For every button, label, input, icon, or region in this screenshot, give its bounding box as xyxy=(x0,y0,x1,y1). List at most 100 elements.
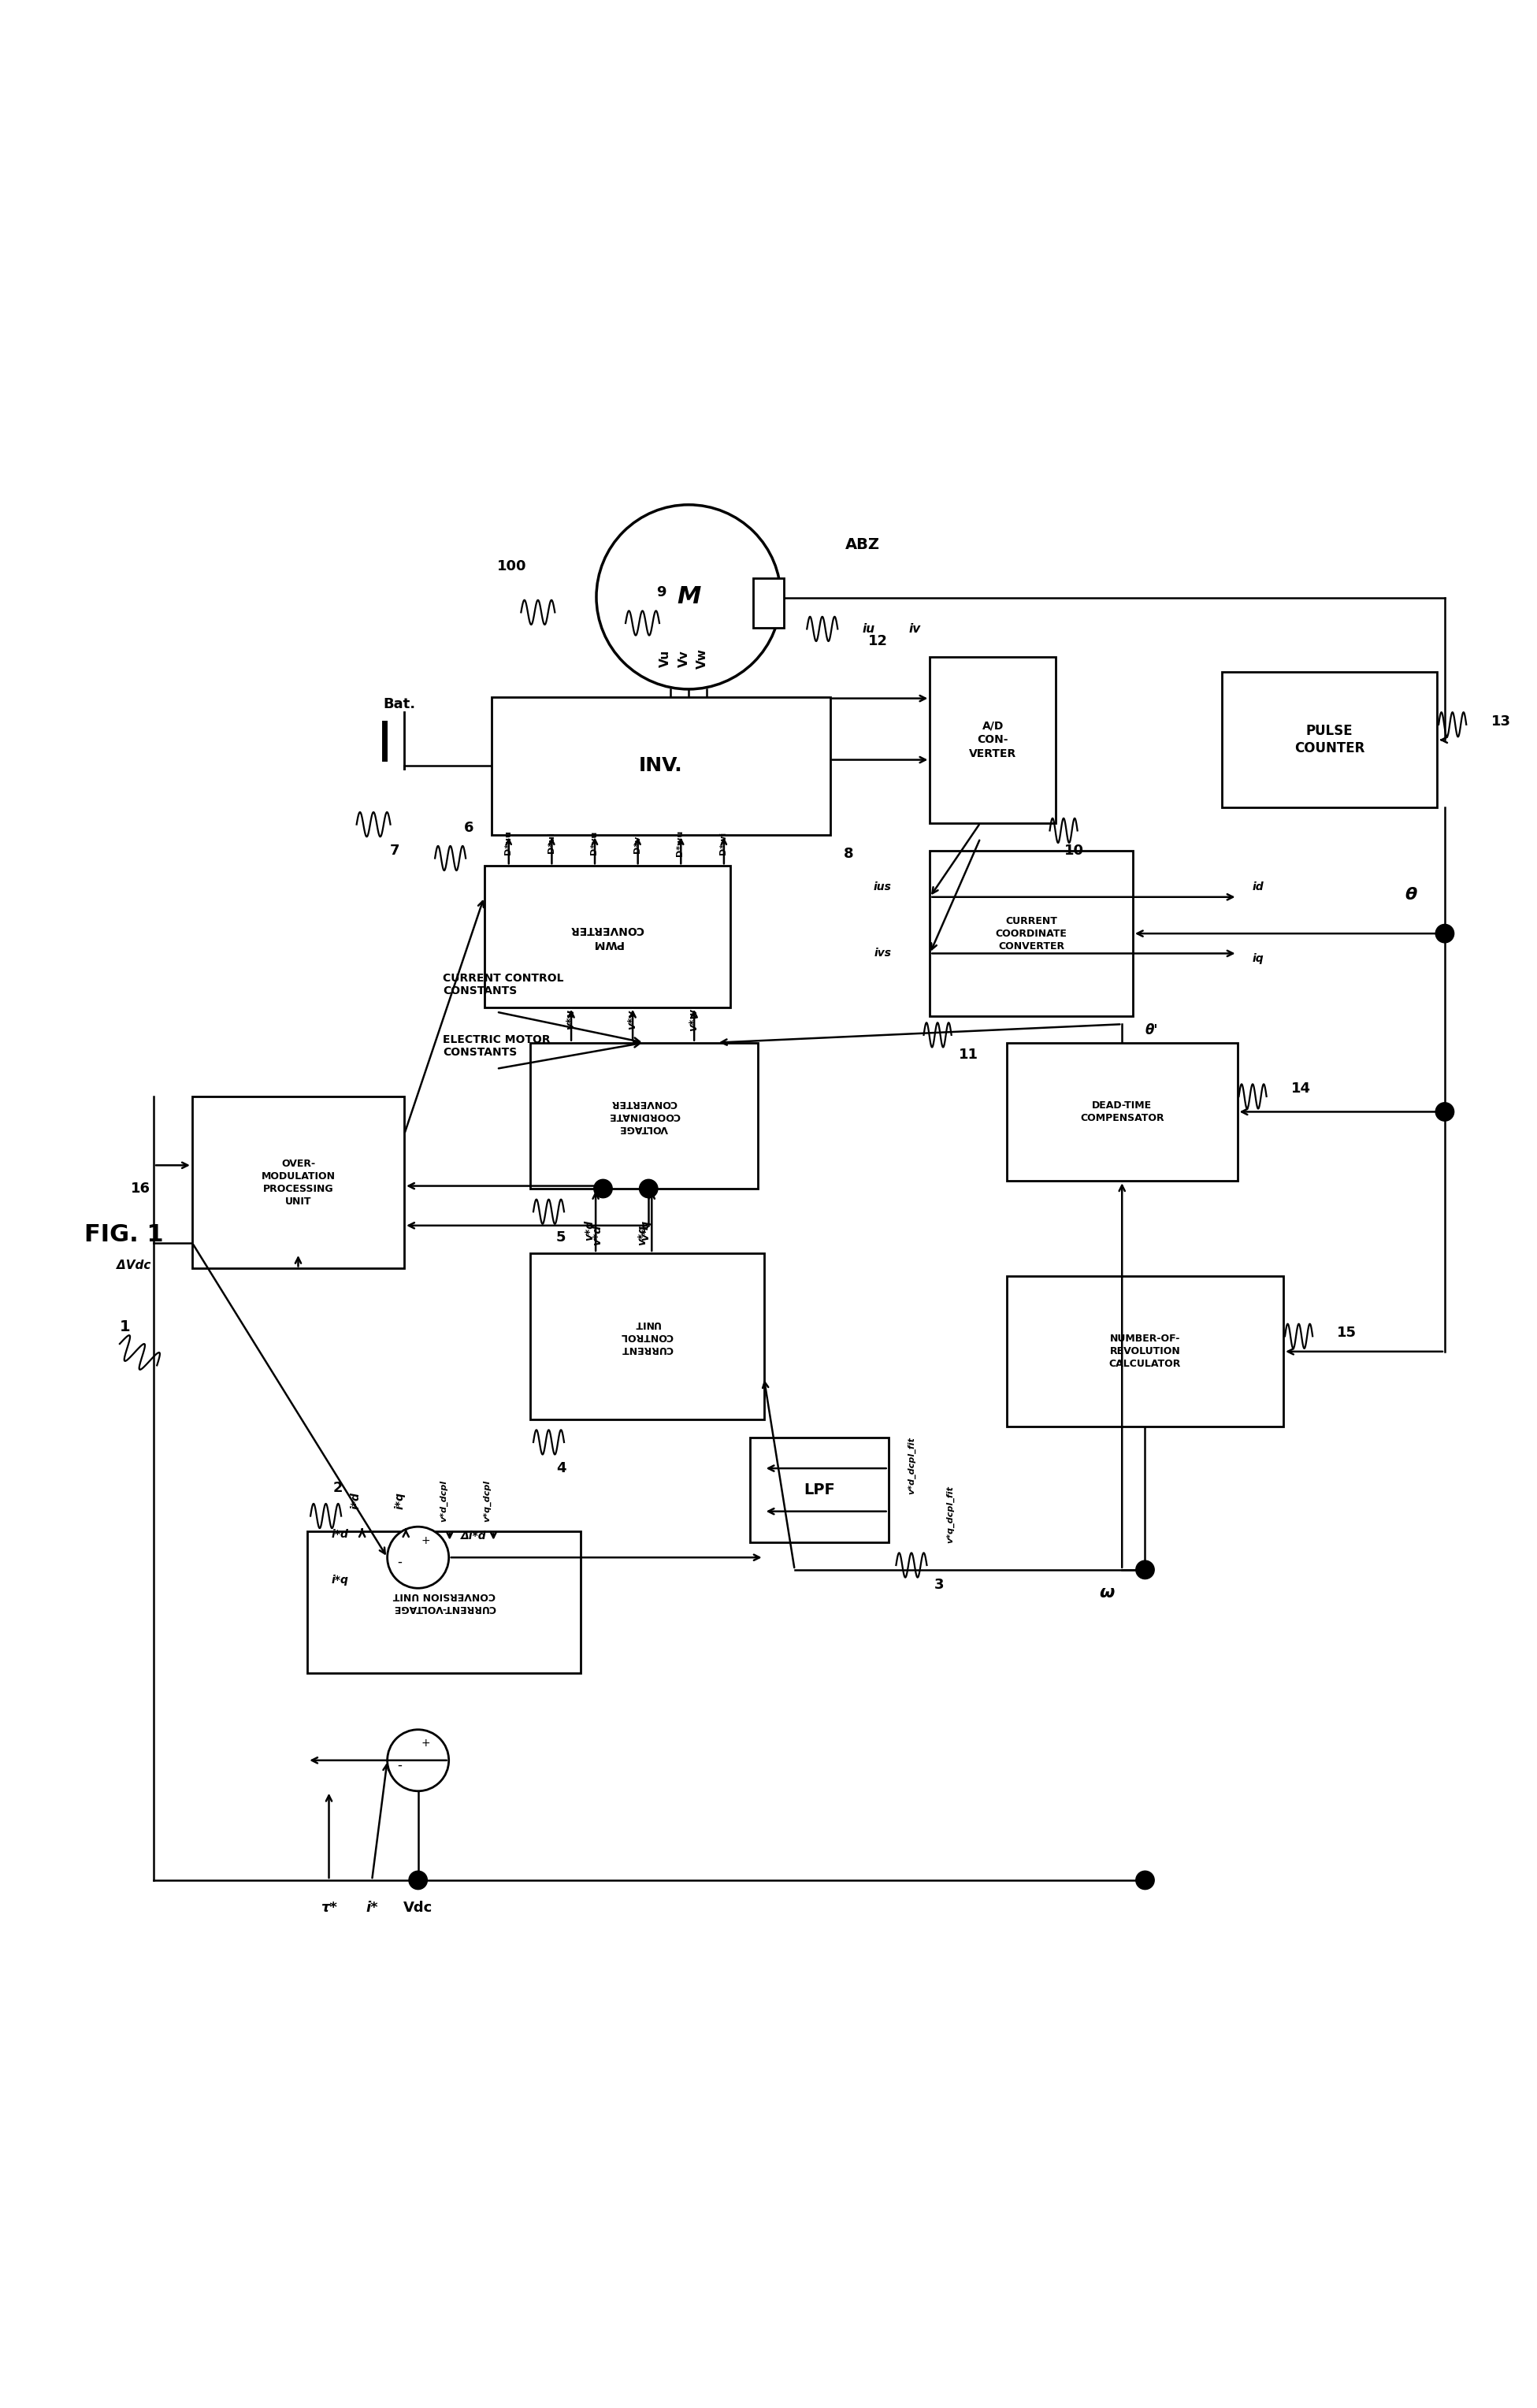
Text: FIG. 1: FIG. 1 xyxy=(85,1223,164,1247)
Text: LPF: LPF xyxy=(804,1483,835,1498)
Bar xyxy=(307,1531,581,1674)
Text: id: id xyxy=(1253,881,1263,893)
Text: 6: 6 xyxy=(464,821,473,836)
Text: i*d: i*d xyxy=(332,1529,349,1541)
Text: 4: 4 xyxy=(556,1462,566,1476)
Text: NUMBER-OF-
REVOLUTION
CALCULATOR: NUMBER-OF- REVOLUTION CALCULATOR xyxy=(1110,1334,1180,1370)
Text: -: - xyxy=(397,1556,403,1570)
Text: Vv: Vv xyxy=(678,650,690,667)
Circle shape xyxy=(1136,1871,1154,1890)
Text: +: + xyxy=(421,1739,430,1748)
Text: v*d: v*d xyxy=(584,1221,595,1240)
Text: D*uu: D*uu xyxy=(504,831,512,855)
Text: i*q: i*q xyxy=(393,1493,406,1510)
Text: 9: 9 xyxy=(656,585,666,600)
Text: τ*: τ* xyxy=(321,1900,337,1914)
Circle shape xyxy=(639,1180,658,1197)
Text: D*wu: D*wu xyxy=(676,831,684,855)
Text: 10: 10 xyxy=(1065,843,1084,857)
Text: v*u: v*u xyxy=(566,1009,576,1031)
Text: i*: i* xyxy=(366,1900,378,1914)
Text: OVER-
MODULATION
PROCESSING
UNIT: OVER- MODULATION PROCESSING UNIT xyxy=(261,1158,335,1206)
Text: v*v: v*v xyxy=(627,1009,638,1031)
Bar xyxy=(484,867,730,1007)
Bar xyxy=(530,1252,764,1418)
Text: 14: 14 xyxy=(1291,1081,1311,1096)
Text: ius: ius xyxy=(873,881,891,893)
Text: D*vi: D*vi xyxy=(633,833,641,852)
Text: 7: 7 xyxy=(390,843,400,857)
Text: 2: 2 xyxy=(334,1481,343,1495)
Text: 8: 8 xyxy=(844,848,853,860)
Text: ΔVdc: ΔVdc xyxy=(117,1259,151,1271)
Text: v*d: v*d xyxy=(592,1223,603,1245)
Circle shape xyxy=(596,506,781,689)
Text: 11: 11 xyxy=(959,1047,978,1062)
Text: CURRENT CONTROL
CONSTANTS: CURRENT CONTROL CONSTANTS xyxy=(443,973,564,997)
Text: 3: 3 xyxy=(934,1577,944,1592)
Text: i*q: i*q xyxy=(332,1575,349,1587)
Text: 12: 12 xyxy=(868,633,888,648)
Text: D*wi: D*wi xyxy=(719,831,727,855)
Circle shape xyxy=(1436,1103,1454,1122)
Text: ABZ: ABZ xyxy=(845,537,881,551)
Text: CURRENT
COORDINATE
CONVERTER: CURRENT COORDINATE CONVERTER xyxy=(996,915,1067,951)
Circle shape xyxy=(387,1527,449,1589)
Text: i*d: i*d xyxy=(350,1493,361,1510)
Bar xyxy=(530,1043,758,1190)
Text: 15: 15 xyxy=(1337,1327,1357,1341)
Bar xyxy=(1007,1043,1237,1180)
Text: 13: 13 xyxy=(1491,715,1511,730)
Text: v*d_dcpl: v*d_dcpl xyxy=(440,1479,447,1522)
Text: PULSE
COUNTER: PULSE COUNTER xyxy=(1294,725,1365,756)
Text: -: - xyxy=(397,1758,403,1772)
Bar xyxy=(492,696,830,836)
Bar xyxy=(1007,1276,1283,1428)
Bar xyxy=(930,850,1133,1016)
Text: v*q: v*q xyxy=(636,1223,649,1245)
Text: θ': θ' xyxy=(1145,1023,1157,1038)
Text: iu: iu xyxy=(862,624,875,636)
Text: 1: 1 xyxy=(120,1320,131,1334)
Text: Vdc: Vdc xyxy=(403,1900,433,1914)
Text: 5: 5 xyxy=(556,1230,566,1245)
Text: INV.: INV. xyxy=(639,756,682,775)
Bar xyxy=(1222,672,1437,807)
Text: CURRENT
CONTROL
UNIT: CURRENT CONTROL UNIT xyxy=(621,1320,673,1353)
Text: +: + xyxy=(421,1534,430,1546)
Text: iv: iv xyxy=(908,624,921,636)
Text: 100: 100 xyxy=(496,559,527,573)
Text: ivs: ivs xyxy=(875,949,891,958)
Text: iq: iq xyxy=(1253,954,1263,963)
Text: v*q_dcpl_fit: v*q_dcpl_fit xyxy=(945,1486,954,1544)
Text: v*q: v*q xyxy=(639,1221,652,1240)
Text: M: M xyxy=(676,585,701,609)
Text: ELECTRIC MOTOR
CONSTANTS: ELECTRIC MOTOR CONSTANTS xyxy=(443,1033,550,1057)
Circle shape xyxy=(409,1871,427,1890)
Text: Δi*d: Δi*d xyxy=(461,1531,487,1541)
Text: CURRENT-VOLTAGE
CONVERSION UNIT: CURRENT-VOLTAGE CONVERSION UNIT xyxy=(393,1592,495,1613)
Text: ω: ω xyxy=(1099,1584,1114,1601)
Circle shape xyxy=(593,1180,612,1197)
Text: Vw: Vw xyxy=(696,648,709,669)
Bar xyxy=(192,1096,404,1269)
Bar xyxy=(750,1438,888,1541)
Bar xyxy=(753,578,784,628)
Text: A/D
CON-
VERTER: A/D CON- VERTER xyxy=(970,720,1016,759)
Text: θ: θ xyxy=(1405,886,1417,903)
Text: D*vu: D*vu xyxy=(590,831,598,855)
Circle shape xyxy=(387,1729,449,1792)
Text: Bat.: Bat. xyxy=(383,698,417,713)
Text: D*ui: D*ui xyxy=(547,833,555,852)
Text: Vu: Vu xyxy=(659,650,672,667)
Text: DEAD-TIME
COMPENSATOR: DEAD-TIME COMPENSATOR xyxy=(1081,1100,1164,1122)
Text: v*d_dcpl_fit: v*d_dcpl_fit xyxy=(907,1438,916,1493)
Text: 16: 16 xyxy=(131,1182,151,1197)
Text: VOLTAGE
COORDINATE
CONVERTER: VOLTAGE COORDINATE CONVERTER xyxy=(609,1098,679,1134)
Bar xyxy=(930,657,1056,824)
Text: PWM
CONVERTER: PWM CONVERTER xyxy=(570,925,644,949)
Circle shape xyxy=(1136,1560,1154,1580)
Text: v*q_dcpl: v*q_dcpl xyxy=(483,1479,492,1522)
Text: v*w: v*w xyxy=(689,1009,699,1031)
Circle shape xyxy=(1436,925,1454,944)
